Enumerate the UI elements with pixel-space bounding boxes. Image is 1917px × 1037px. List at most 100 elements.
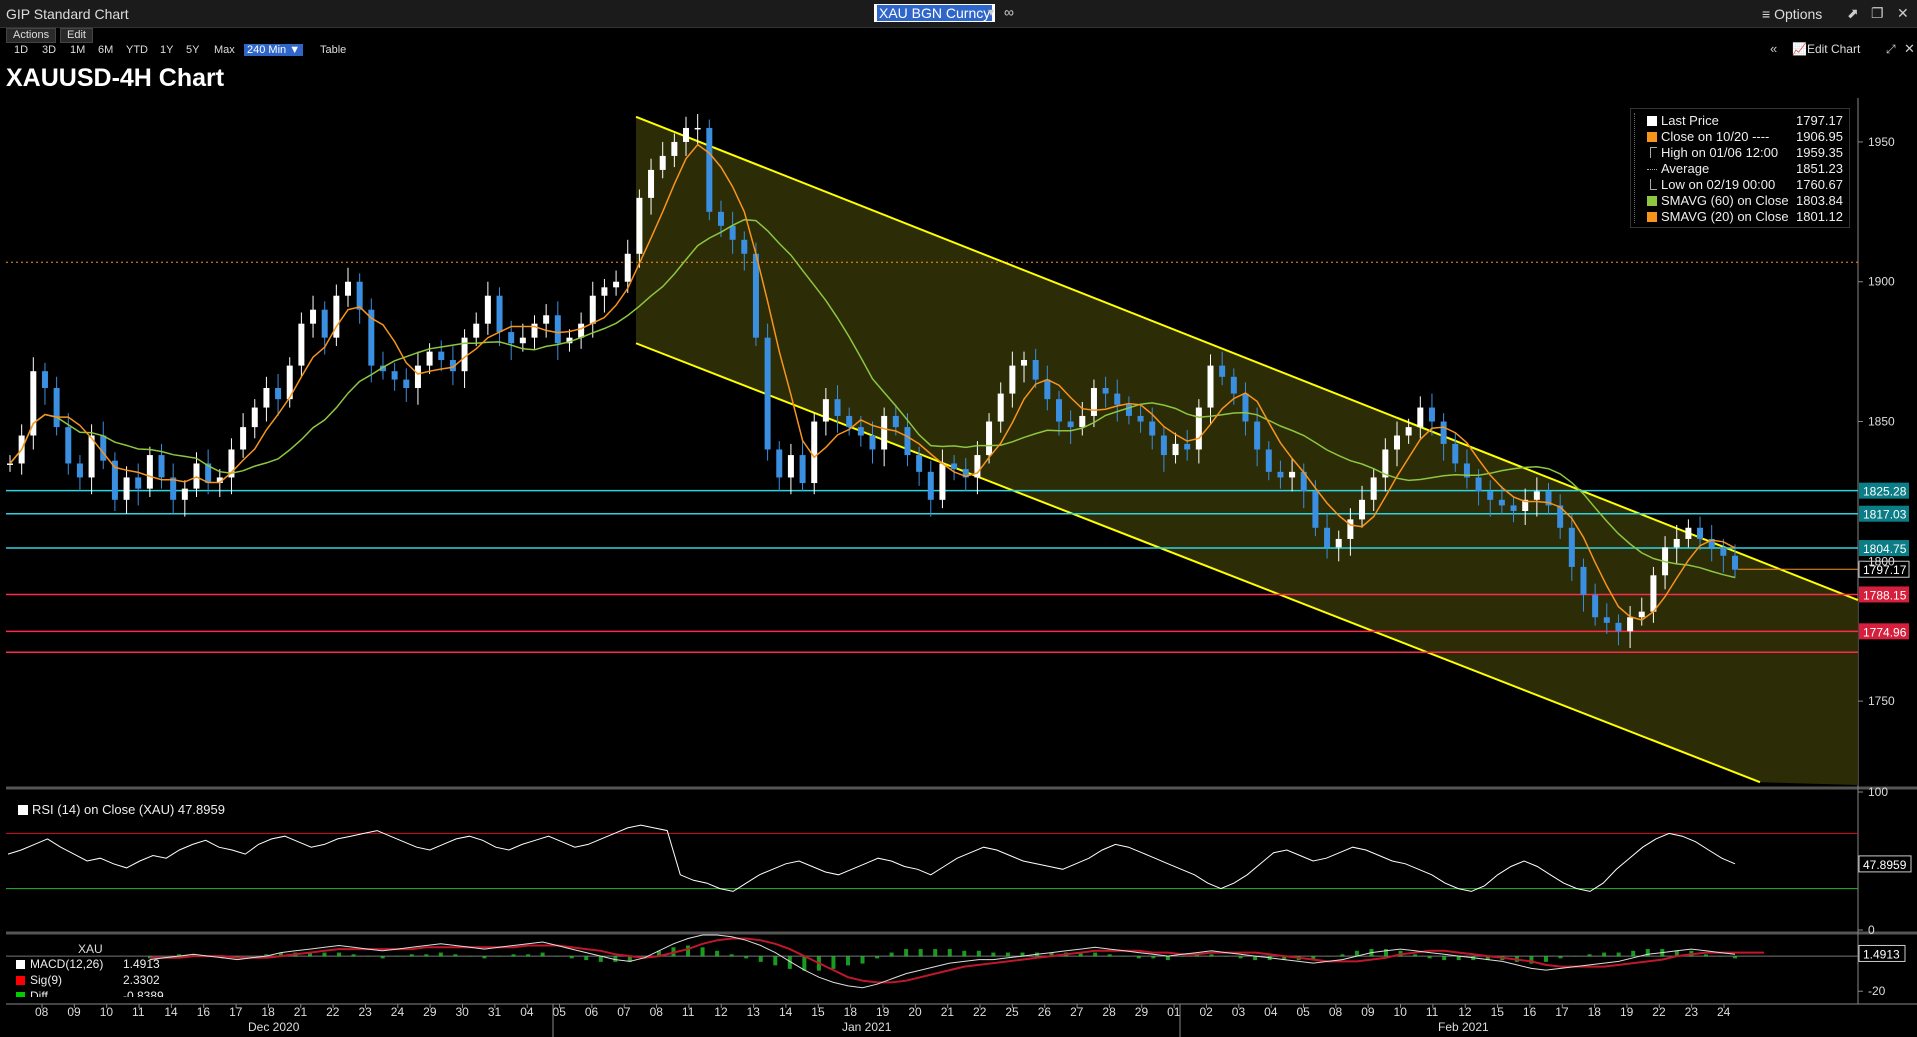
- close-window-icon[interactable]: ✕: [1897, 5, 1909, 21]
- x-day-label: 15: [1491, 1005, 1505, 1019]
- link-icon[interactable]: ∞: [1004, 4, 1014, 20]
- macd-value-tag: [1858, 944, 1906, 962]
- legend-grip-icon[interactable]: [1634, 113, 1639, 223]
- edit-chart-label: Edit Chart: [1806, 42, 1861, 56]
- macd-histogram-bar: [395, 956, 400, 957]
- macd-histogram-bar: [307, 952, 312, 957]
- close-panel-icon[interactable]: ✕: [1904, 41, 1915, 56]
- candle-body: [1300, 471, 1307, 492]
- macd-histogram-bar: [264, 954, 269, 957]
- macd-histogram-bar: [1703, 954, 1708, 957]
- period-ytd[interactable]: YTD: [126, 44, 148, 56]
- macd-histogram-bar: [249, 956, 254, 957]
- macd-histogram-bar: [322, 952, 327, 957]
- candle-body: [1032, 360, 1039, 380]
- candle-body: [30, 371, 37, 436]
- candle-body: [519, 337, 526, 344]
- x-day-label: 17: [1555, 1005, 1569, 1019]
- x-day-label: 19: [1620, 1005, 1634, 1019]
- edit-chart-button[interactable]: 📈Edit Chart: [1792, 42, 1860, 56]
- x-day-label: 17: [229, 1005, 243, 1019]
- candle-body: [601, 287, 608, 296]
- candle-body: [589, 295, 596, 324]
- macd-histogram-bar: [598, 956, 603, 962]
- candle-body: [1009, 365, 1016, 394]
- x-day-label: 22: [326, 1005, 340, 1019]
- candle-body: [752, 253, 759, 338]
- period-240min[interactable]: 240 Min ▼: [244, 44, 304, 56]
- macd-histogram-bar: [1209, 954, 1214, 957]
- macd-histogram-bar: [1354, 950, 1359, 957]
- macd-histogram-bar: [802, 956, 807, 971]
- candle-body: [613, 281, 620, 288]
- channel-upper-line: [635, 115, 1859, 602]
- period-5y[interactable]: 5Y: [186, 44, 200, 56]
- actions-menu[interactable]: Actions: [6, 28, 57, 43]
- x-day-label: 11: [132, 1005, 145, 1019]
- candle-body: [286, 365, 293, 400]
- low-marker-icon: [1650, 179, 1657, 190]
- candle-body: [846, 415, 853, 428]
- macd-histogram-bar: [409, 954, 414, 957]
- x-day-label: 01: [1167, 1005, 1181, 1019]
- candle-body: [240, 427, 247, 450]
- level-label: 1825.28: [1863, 485, 1907, 499]
- candle-body: [1230, 376, 1237, 394]
- restore-icon[interactable]: ❐: [1871, 5, 1884, 21]
- rsi-swatch: [18, 805, 28, 815]
- candle-body: [1137, 415, 1144, 422]
- macd-histogram-bar: [1340, 954, 1345, 957]
- x-day-label: 13: [747, 1005, 761, 1019]
- period-1d[interactable]: 1D: [14, 44, 29, 56]
- popout-icon[interactable]: ⬈: [1847, 5, 1859, 21]
- period-3d[interactable]: 3D: [42, 44, 57, 56]
- sma20-line: [9, 143, 1736, 621]
- table-view-button[interactable]: Table: [320, 44, 347, 56]
- candle-body: [379, 365, 386, 372]
- macd-histogram-bar: [1631, 950, 1636, 957]
- period-max[interactable]: Max: [214, 44, 235, 56]
- macd-histogram-bar: [1543, 956, 1548, 962]
- x-day-label: 02: [1199, 1005, 1213, 1019]
- candle-body: [1114, 393, 1121, 405]
- candle-body: [1452, 443, 1459, 464]
- period-1y[interactable]: 1Y: [160, 44, 174, 56]
- macd-histogram-bar: [1718, 956, 1723, 957]
- macd-histogram-bar: [1122, 956, 1127, 957]
- candle-body: [484, 295, 491, 324]
- x-day-label: 24: [1717, 1005, 1731, 1019]
- chart-legend[interactable]: Last Price 1797.17 Close on 10/20 ---- 190…: [1630, 108, 1850, 228]
- level-tag: [1859, 586, 1909, 603]
- macd-histogram-bar: [1311, 956, 1316, 961]
- options-label: Options: [1774, 6, 1823, 22]
- candle-body: [741, 239, 748, 254]
- pin-icon[interactable]: ⤢: [1886, 42, 1896, 56]
- level-label: 1774.96: [1863, 625, 1907, 639]
- macd-histogram-bar: [162, 956, 167, 957]
- macd-histogram-bar: [1194, 954, 1199, 957]
- candle-body: [321, 309, 328, 338]
- macd-histogram-bar: [366, 956, 371, 957]
- security-dropdown-icon[interactable]: ▾: [988, 5, 995, 19]
- options-menu[interactable]: ≡ Options: [1762, 6, 1822, 22]
- security-input[interactable]: XAU BGN Curncy: [874, 4, 996, 22]
- macd-histogram-bar: [1151, 956, 1156, 959]
- legend-swatch: [1647, 196, 1657, 206]
- candle-body: [310, 309, 317, 324]
- macd-histogram-bar: [1413, 954, 1418, 957]
- candle-body: [531, 323, 538, 338]
- candle-body: [1324, 527, 1331, 548]
- collapse-icon[interactable]: «: [1770, 41, 1778, 56]
- candle-body: [1067, 421, 1074, 428]
- macd-histogram-bar: [1645, 949, 1650, 957]
- edit-menu[interactable]: Edit: [60, 28, 93, 43]
- candle-body: [1242, 393, 1249, 422]
- macd-histogram-bar: [991, 952, 996, 957]
- candle-body: [659, 155, 666, 170]
- period-1m[interactable]: 1M: [70, 44, 86, 56]
- candle-body: [1055, 399, 1062, 422]
- legend-item: Low on 02/19 00:00 1760.67: [1647, 177, 1847, 193]
- period-6m[interactable]: 6M: [98, 44, 114, 56]
- candle-body: [7, 463, 13, 465]
